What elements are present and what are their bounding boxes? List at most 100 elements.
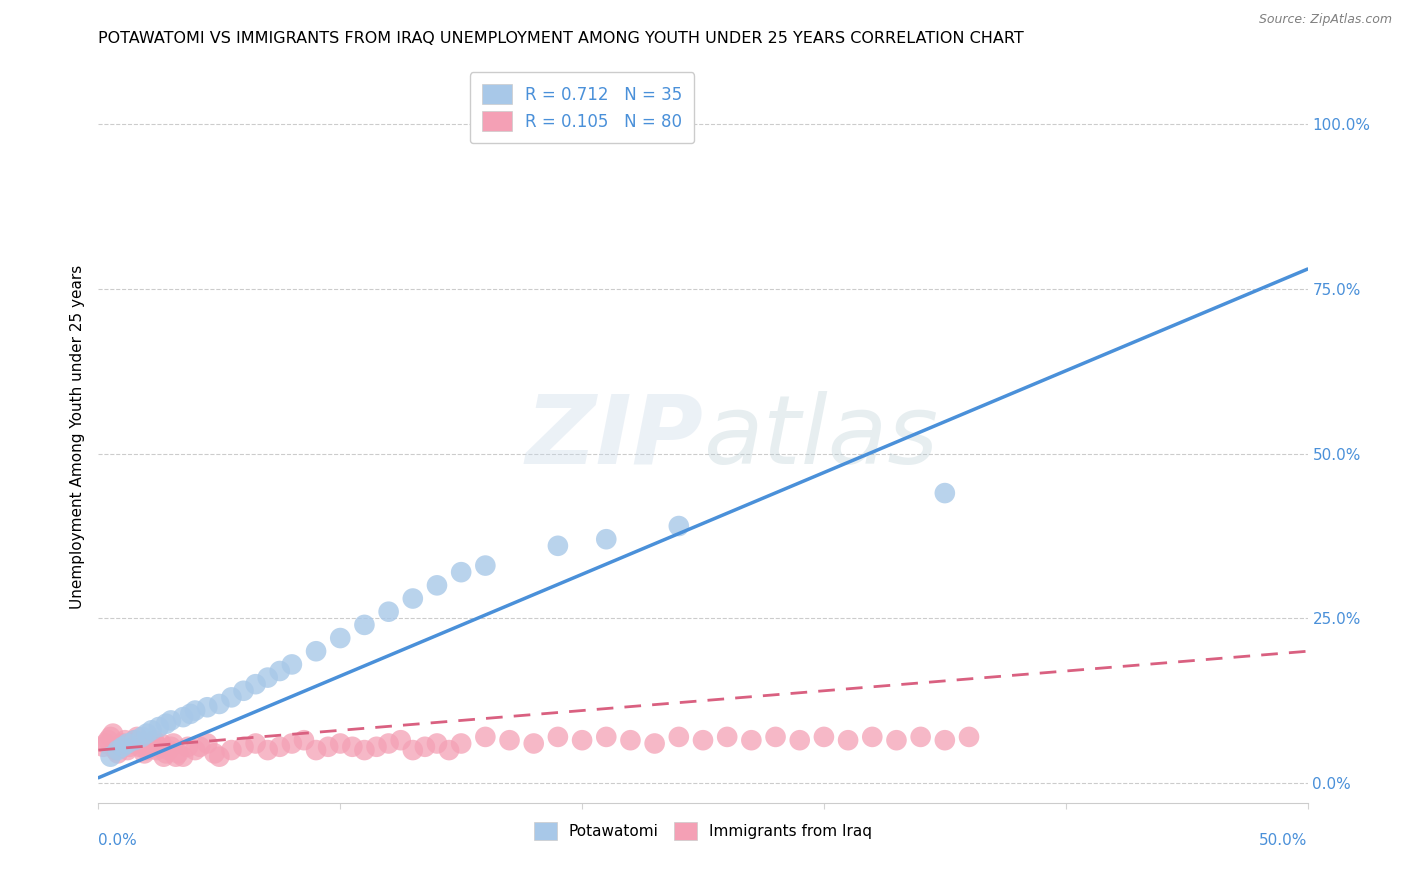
Point <box>232 683 254 698</box>
Point <box>232 739 254 754</box>
Point <box>413 739 436 754</box>
Point <box>957 730 980 744</box>
Point <box>547 539 569 553</box>
Point <box>221 743 243 757</box>
Point <box>208 749 231 764</box>
Point <box>934 486 956 500</box>
Point <box>135 726 157 740</box>
Point <box>172 710 194 724</box>
Point <box>114 733 136 747</box>
Point <box>101 726 124 740</box>
Point <box>108 739 131 754</box>
Point <box>117 743 139 757</box>
Point <box>813 730 835 744</box>
Point <box>256 743 278 757</box>
Point <box>389 733 412 747</box>
Point <box>204 747 226 761</box>
Text: atlas: atlas <box>703 391 938 483</box>
Point <box>111 739 134 754</box>
Point <box>474 730 496 744</box>
Point <box>269 739 291 754</box>
Point <box>91 739 114 754</box>
Point <box>402 743 425 757</box>
Point <box>165 749 187 764</box>
Point <box>305 743 328 757</box>
Text: POTAWATOMI VS IMMIGRANTS FROM IRAQ UNEMPLOYMENT AMONG YOUTH UNDER 25 YEARS CORRE: POTAWATOMI VS IMMIGRANTS FROM IRAQ UNEMP… <box>98 31 1024 46</box>
Point <box>160 739 183 754</box>
Point <box>104 743 127 757</box>
Point <box>195 737 218 751</box>
Point <box>124 733 146 747</box>
Point <box>141 723 163 738</box>
Point <box>765 730 787 744</box>
Point <box>910 730 932 744</box>
Point <box>377 605 399 619</box>
Point <box>450 737 472 751</box>
Point <box>366 739 388 754</box>
Point <box>134 747 156 761</box>
Point <box>305 644 328 658</box>
Point <box>155 747 177 761</box>
Point <box>118 739 141 754</box>
Point <box>426 737 449 751</box>
Point <box>155 716 177 731</box>
Point <box>450 565 472 579</box>
Text: Source: ZipAtlas.com: Source: ZipAtlas.com <box>1258 13 1392 27</box>
Point <box>150 737 173 751</box>
Text: ZIP: ZIP <box>524 391 703 483</box>
Point <box>353 618 375 632</box>
Point <box>167 747 190 761</box>
Point <box>107 743 129 757</box>
Point <box>668 730 690 744</box>
Point <box>195 700 218 714</box>
Point <box>789 733 811 747</box>
Point <box>281 657 304 672</box>
Point <box>571 733 593 747</box>
Point <box>148 739 170 754</box>
Point <box>474 558 496 573</box>
Point <box>107 747 129 761</box>
Point <box>145 743 167 757</box>
Point <box>595 730 617 744</box>
Point <box>342 739 364 754</box>
Point <box>117 737 139 751</box>
Point <box>437 743 460 757</box>
Text: 0.0%: 0.0% <box>98 833 138 848</box>
Point <box>547 730 569 744</box>
Point <box>184 704 207 718</box>
Point <box>716 730 738 744</box>
Point <box>377 737 399 751</box>
Point <box>523 737 546 751</box>
Point <box>860 730 883 744</box>
Point <box>245 677 267 691</box>
Point <box>281 737 304 751</box>
Point <box>111 737 134 751</box>
Point <box>245 737 267 751</box>
Point <box>886 733 908 747</box>
Point <box>184 743 207 757</box>
Point <box>221 690 243 705</box>
Point <box>127 730 149 744</box>
Point <box>256 671 278 685</box>
Point <box>179 706 201 721</box>
Text: 50.0%: 50.0% <box>1260 833 1308 848</box>
Point <box>131 730 153 744</box>
Point <box>152 749 174 764</box>
Point <box>138 739 160 754</box>
Point <box>141 737 163 751</box>
Point <box>162 737 184 751</box>
Point <box>837 733 859 747</box>
Point <box>692 733 714 747</box>
Point <box>143 733 166 747</box>
Point <box>121 737 143 751</box>
Point <box>934 733 956 747</box>
Point <box>97 733 120 747</box>
Point <box>329 737 352 751</box>
Point <box>177 739 200 754</box>
Point <box>100 730 122 744</box>
Point <box>188 739 211 754</box>
Point <box>292 733 315 747</box>
Point <box>329 631 352 645</box>
Point <box>148 720 170 734</box>
Point <box>94 737 117 751</box>
